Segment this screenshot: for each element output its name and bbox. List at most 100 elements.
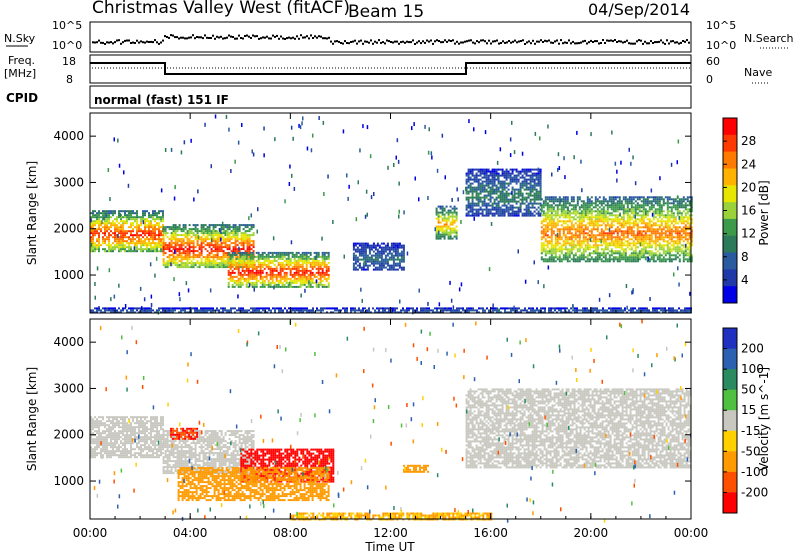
data-cell [257,273,260,276]
data-cell [154,248,156,251]
data-cell [604,198,607,201]
data-cell [220,242,223,245]
data-cell [527,174,530,177]
data-cell [158,238,160,241]
data-cell [130,242,132,245]
data-cell [150,248,152,251]
data-cell [402,250,405,253]
data-cell [509,212,512,215]
data-cell [285,251,288,254]
nsky-point [476,40,478,43]
data-cell [92,244,94,247]
data-cell [620,244,623,247]
data-cell [246,244,249,247]
data-cell [658,198,661,201]
data-cell [354,248,357,251]
data-cell [248,236,251,239]
cpid-value: normal (fast) 151 IF [94,93,229,107]
data-cell [182,258,185,261]
data-cell [325,269,328,272]
data-cell [511,206,514,209]
data-cell [196,228,199,231]
data-cell [529,192,532,195]
data-cell [630,198,633,201]
data-cell [200,246,203,249]
data-cell [624,248,627,251]
data-cell [279,271,282,274]
data-cell [366,258,369,261]
data-cell [616,218,619,221]
data-cell [269,273,272,276]
data-cell [487,202,490,205]
data-cell [527,192,530,195]
data-cell [238,238,241,241]
data-cell [664,196,667,199]
data-cell [319,279,322,282]
data-cell [441,229,444,232]
data-cell [497,168,500,171]
data-cell [652,258,655,261]
data-cell [660,230,663,233]
data-cell [658,256,661,259]
data-cell [544,238,547,241]
data-cell [533,192,536,195]
data-cell [646,252,649,255]
data-cell [222,232,225,235]
data-cell [570,234,573,237]
data-cell [208,242,211,245]
data-cell [222,236,225,239]
data-cell [648,224,651,227]
nsky-point [658,40,660,43]
data-cell [548,214,551,217]
data-cell [578,234,581,237]
data-cell [580,230,583,233]
data-cell [277,261,280,264]
data-cell [150,232,152,235]
data-cell [218,256,221,259]
data-cell [626,256,629,259]
nsky-point [152,41,154,44]
data-cell [234,248,237,251]
data-cell [102,238,104,241]
data-cell [572,242,575,245]
data-cell [146,224,148,227]
data-cell [552,218,555,221]
data-cell [263,267,266,270]
data-cell [244,226,247,229]
data-cell [604,238,607,241]
data-cell [650,230,653,233]
data-cell [604,252,607,255]
data-cell [214,242,217,245]
data-cell [499,194,502,197]
data-cell [562,228,565,231]
data-cell [560,250,563,253]
data-cell [544,198,547,201]
data-cell [570,232,573,235]
data-cell [529,190,532,193]
data-cell [238,230,241,233]
data-cell [618,218,621,221]
data-cell [576,210,579,213]
data-cell [626,232,629,235]
data-cell [110,222,112,225]
data-cell [558,260,561,263]
data-cell [400,252,403,255]
data-cell [160,216,162,219]
data-cell [519,190,522,193]
data-cell [251,261,254,264]
data-cell [556,250,559,253]
data-cell [540,230,543,233]
data-cell [570,208,573,211]
data-cell [501,212,504,215]
data-cell [503,170,506,173]
data-cell [239,255,242,258]
nsky-point [524,43,526,45]
data-cell [523,180,526,183]
data-cell [206,264,209,267]
data-cell [267,253,270,256]
data-cell [232,246,235,249]
data-cell [305,261,308,264]
nsky-point [114,41,116,44]
data-cell [608,250,611,253]
data-cell [537,214,540,217]
